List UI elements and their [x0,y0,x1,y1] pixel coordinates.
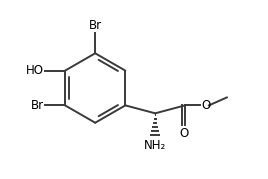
Text: O: O [201,99,210,112]
Text: Br: Br [89,20,102,32]
Text: NH₂: NH₂ [144,139,166,152]
Text: HO: HO [26,64,44,77]
Text: Br: Br [31,99,44,112]
Text: O: O [179,127,189,140]
